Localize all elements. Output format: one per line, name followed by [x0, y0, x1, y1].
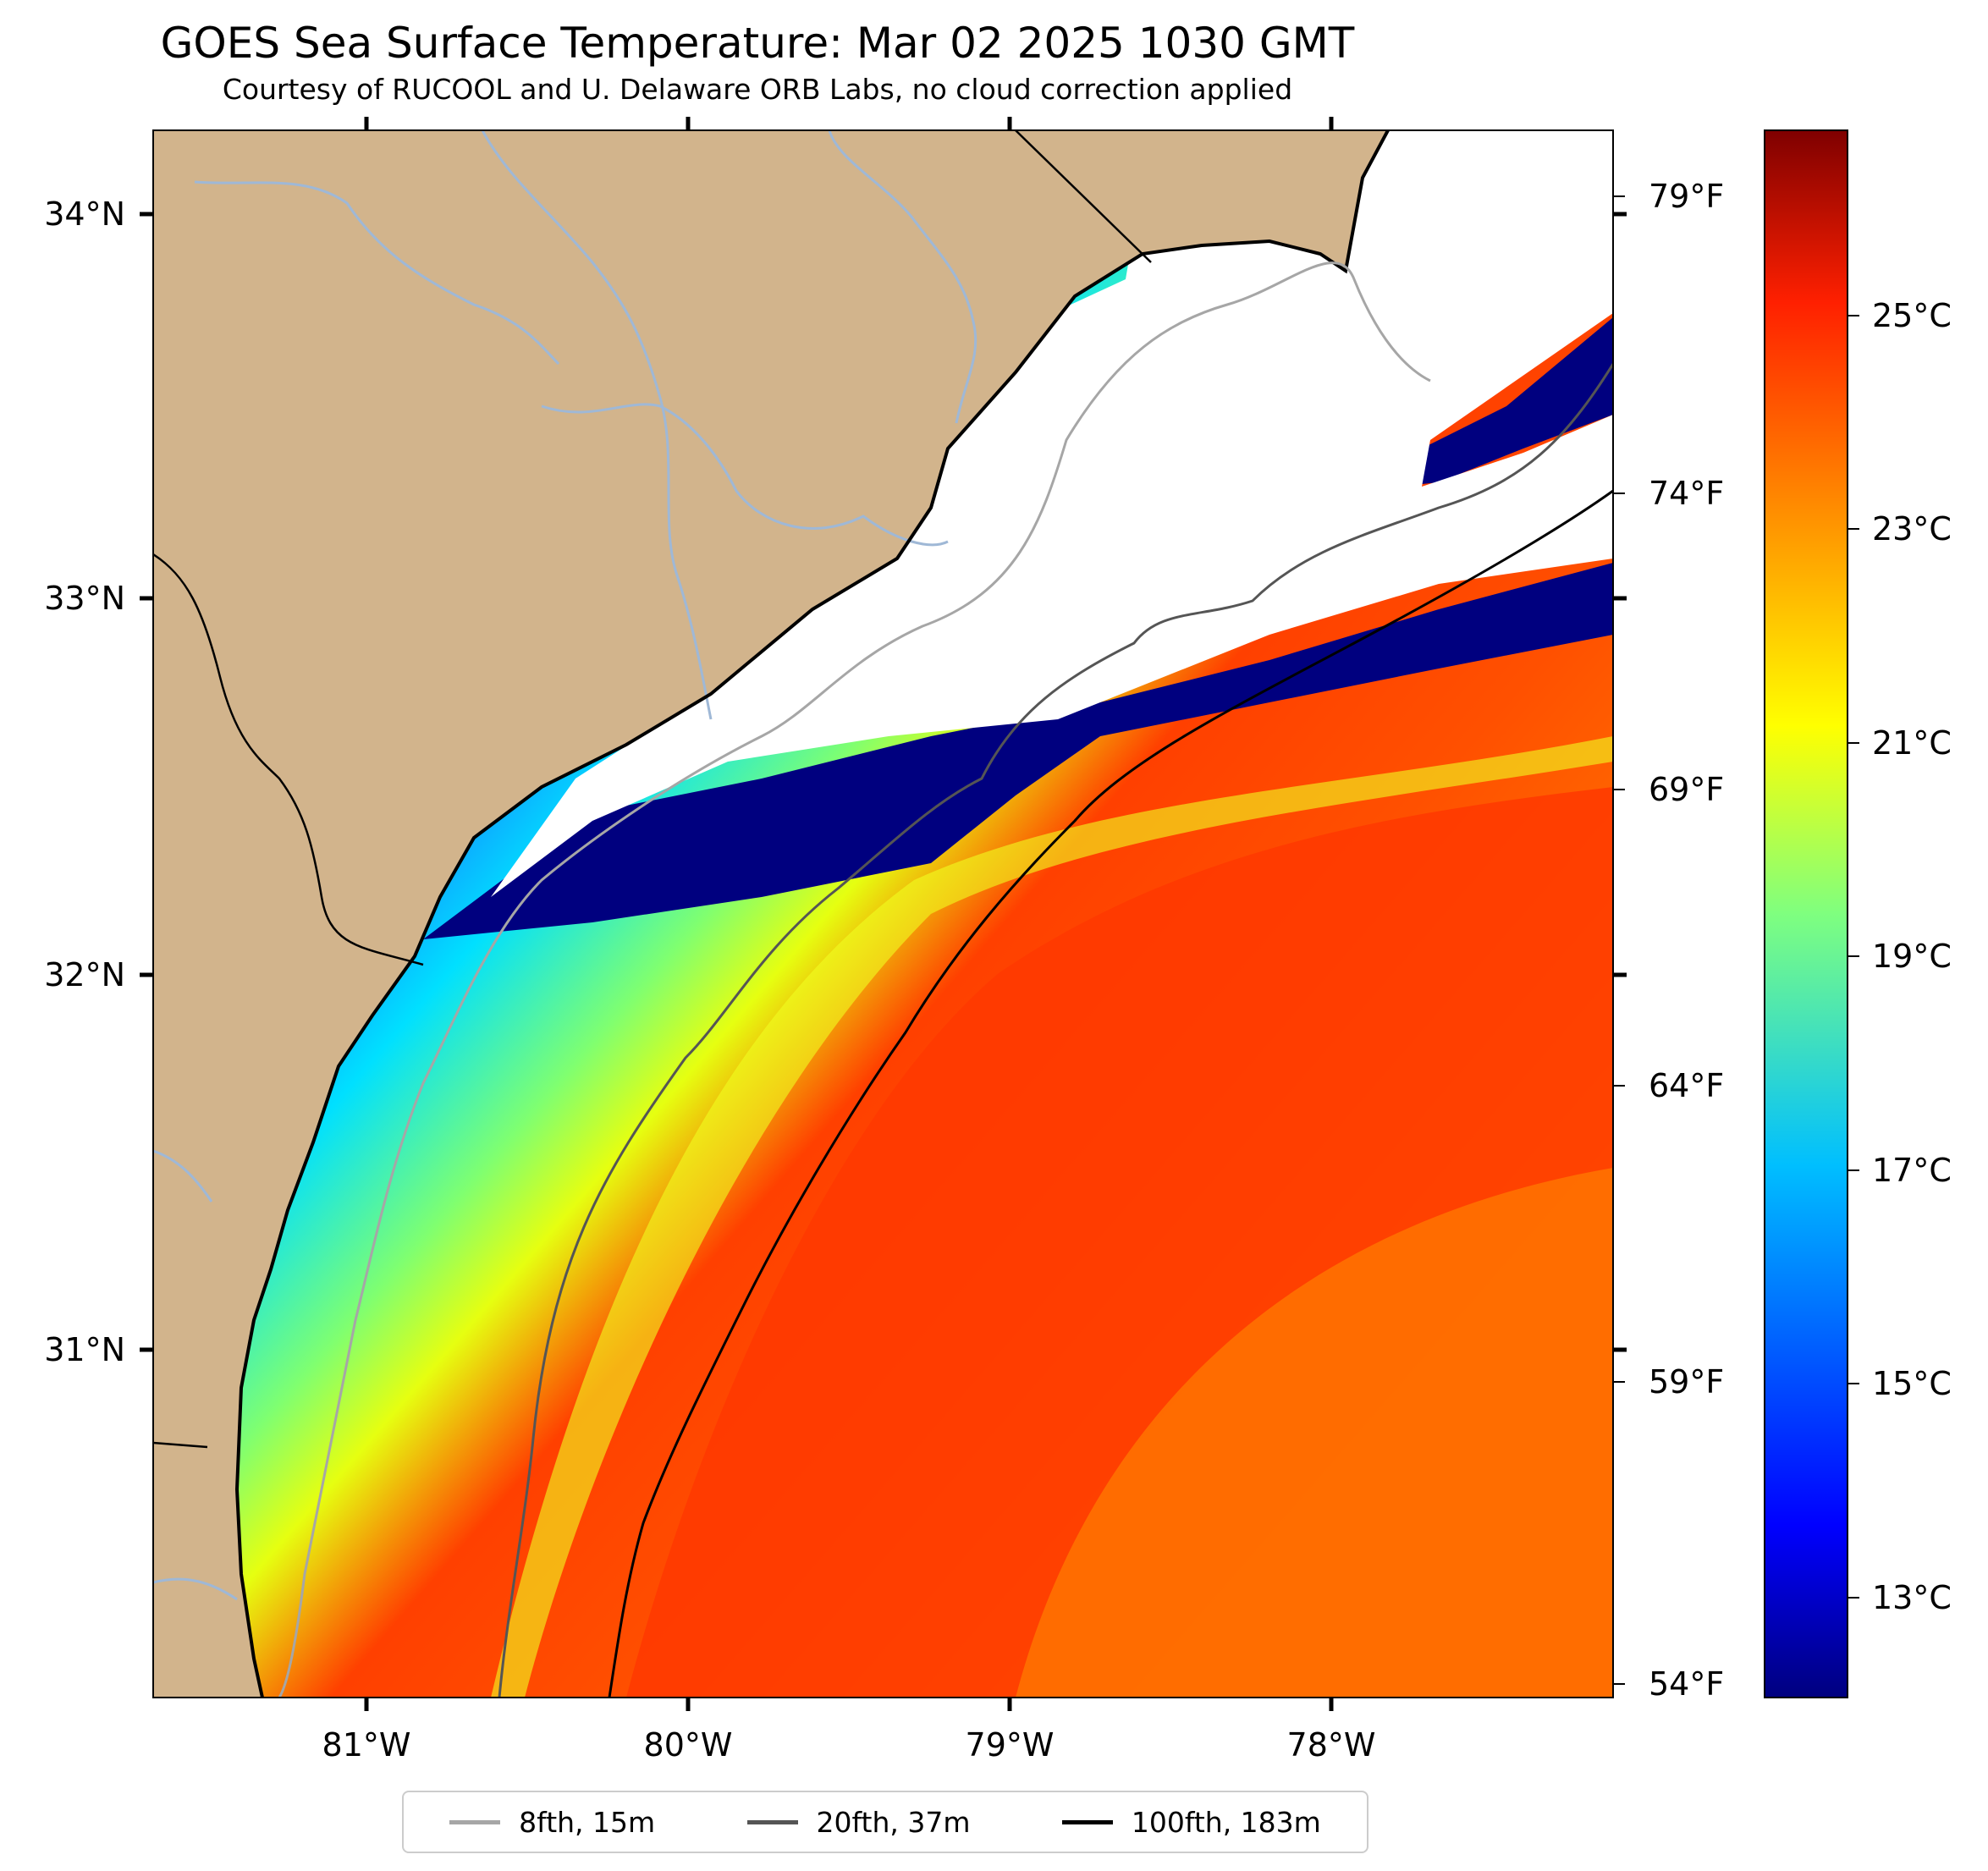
cold-shelf-water-band [423, 563, 1613, 939]
chart-subtitle: Courtesy of RUCOOL and U. Delaware ORB L… [222, 73, 1293, 106]
isobath-legend: 8fth, 15m 20fth, 37m 100fth, 183m [402, 1791, 1368, 1853]
colorbar-labels: 25°C 23°C 21°C 19°C 17°C 15°C 13°C [1872, 297, 1952, 1616]
c-label-17: 17°C [1872, 1152, 1952, 1189]
f-label-54: 54°F [1649, 1665, 1724, 1703]
legend-item-20fth: 20fth, 37m [746, 1805, 971, 1839]
chart-title: GOES Sea Surface Temperature: Mar 02 202… [160, 19, 1355, 68]
lat-label-31n: 31°N [44, 1331, 125, 1368]
c-label-21: 21°C [1872, 724, 1952, 762]
c-label-13: 13°C [1872, 1579, 1952, 1616]
lat-label-34n: 34°N [44, 195, 125, 233]
c-label-15: 15°C [1872, 1365, 1952, 1402]
cold-water-patch [1422, 317, 1613, 484]
legend-label-8fth: 8fth, 15m [519, 1805, 656, 1839]
coastline [234, 130, 1390, 1698]
legend-swatch-8fth [449, 1819, 501, 1824]
isobath-8fth [278, 261, 1431, 1698]
c-label-23: 23°C [1872, 510, 1952, 548]
c-label-25: 25°C [1872, 297, 1952, 334]
legend-item-100fth: 100fth, 183m [1061, 1805, 1321, 1839]
offshore-orange-region [1016, 1168, 1613, 1698]
rivers [153, 130, 977, 1601]
lon-label-81w: 81°W [322, 1726, 411, 1764]
lon-label-78w: 78°W [1287, 1726, 1376, 1764]
legend-swatch-20fth [746, 1819, 798, 1824]
state-borders [153, 130, 1152, 1449]
f-label-64: 64°F [1649, 1067, 1724, 1104]
lat-tick-labels: 34°N 33°N 32°N 31°N [44, 195, 125, 1368]
cloud-nodata-region [491, 130, 1613, 897]
lat-ticks [140, 212, 1627, 1352]
lon-label-79w: 79°W [966, 1726, 1055, 1764]
colorbar-ticks [1848, 315, 1859, 1599]
legend-label-100fth: 100fth, 183m [1131, 1805, 1321, 1839]
legend-swatch-100fth [1061, 1819, 1113, 1824]
lon-label-80w: 80°W [644, 1726, 733, 1764]
lat-label-33n: 33°N [44, 580, 125, 617]
f-label-59: 59°F [1649, 1363, 1724, 1400]
legend-label-20fth: 20fth, 37m [816, 1805, 971, 1839]
f-label-74: 74°F [1649, 475, 1724, 512]
c-label-19: 19°C [1872, 938, 1952, 975]
legend-item-8fth: 8fth, 15m [449, 1806, 655, 1839]
f-label-79: 79°F [1649, 178, 1724, 215]
lon-ticks [364, 117, 1334, 1711]
lon-tick-labels: 81°W 80°W 79°W 78°W [322, 1726, 1376, 1764]
fahrenheit-ticks [1613, 195, 1625, 1685]
yellow-frontal-band [491, 736, 1613, 1698]
colorbar [1764, 129, 1848, 1698]
f-label-69: 69°F [1649, 771, 1724, 808]
map-panel [153, 130, 1613, 1698]
land-mass [153, 130, 1388, 1698]
isobath-20fth [498, 363, 1613, 1698]
fahrenheit-tick-labels: 79°F 74°F 69°F 64°F 59°F 54°F [1649, 178, 1724, 1703]
map-frame [152, 129, 1614, 1698]
lat-label-32n: 32°N [44, 956, 125, 993]
isobath-100fth [608, 489, 1613, 1698]
